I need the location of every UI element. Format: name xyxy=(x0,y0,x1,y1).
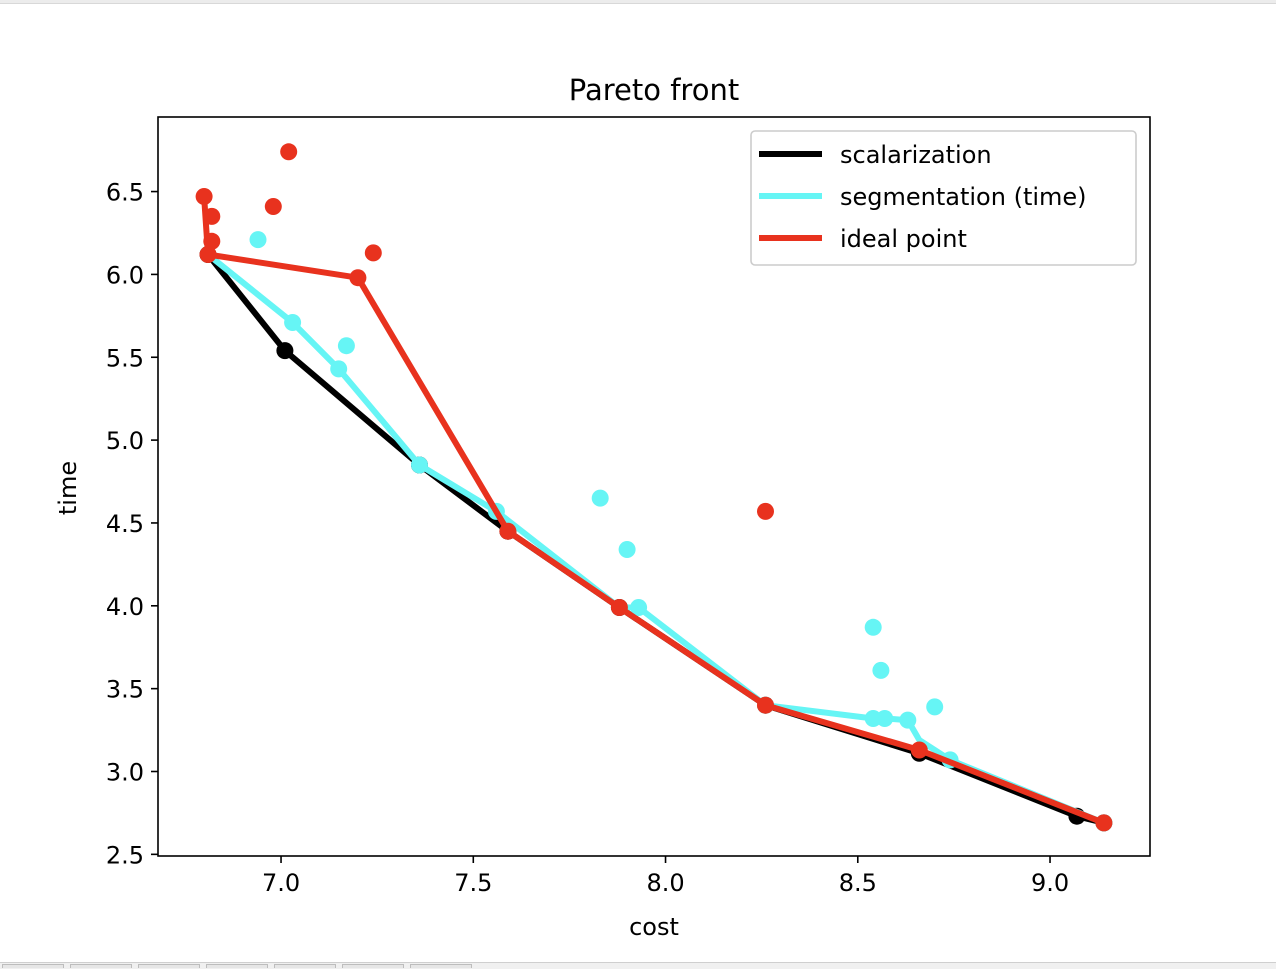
toolbar-button[interactable] xyxy=(274,964,336,968)
legend-label-segmentation-time: segmentation (time) xyxy=(840,183,1087,211)
legend: scalarization segmentation (time) ideal po… xyxy=(750,130,1137,266)
data-point-segmentation-time xyxy=(411,456,428,474)
x-axis-ticks: 7.0 7.5 8.0 8.5 9.0 xyxy=(262,856,1069,897)
data-point-ideal-point xyxy=(364,244,382,262)
data-point-segmentation-time xyxy=(591,489,609,507)
data-point-ideal-point xyxy=(910,741,928,759)
series-segmentation-time xyxy=(206,231,1113,832)
data-point-segmentation-time xyxy=(864,618,882,636)
plot-area-frame xyxy=(157,116,1151,857)
data-point-segmentation-time xyxy=(337,337,355,355)
x-tick-label: 8.5 xyxy=(839,869,877,897)
x-tick-label: 9.0 xyxy=(1031,869,1069,897)
series-line-segmentation-time xyxy=(206,252,1106,826)
y-tick-label: 5.5 xyxy=(106,344,144,372)
data-point-segmentation-time xyxy=(630,599,648,616)
data-point-segmentation-time xyxy=(330,360,348,378)
data-point-ideal-point xyxy=(349,269,367,287)
y-tick-label: 5.0 xyxy=(106,427,144,455)
toolbar-button[interactable] xyxy=(342,964,404,968)
y-tick-label: 6.5 xyxy=(106,179,144,207)
y-tick-label: 3.5 xyxy=(106,676,144,704)
series-line-ideal-point xyxy=(201,196,1106,826)
data-point-segmentation-time xyxy=(926,698,944,716)
data-point-segmentation-time xyxy=(876,710,894,727)
y-axis-label: time xyxy=(54,461,82,515)
toolbar-button[interactable] xyxy=(2,964,64,968)
y-tick-label: 4.0 xyxy=(106,593,144,621)
series-scalarization xyxy=(199,246,1113,832)
window-toolbar xyxy=(0,962,1276,969)
data-point-ideal-point xyxy=(203,232,221,250)
data-point-ideal-point xyxy=(199,246,217,263)
data-point-ideal-point xyxy=(610,599,628,616)
toolbar-button[interactable] xyxy=(70,964,132,968)
data-point-segmentation-time xyxy=(284,314,302,331)
data-point-ideal-point xyxy=(757,696,774,714)
x-tick-label: 8.0 xyxy=(646,869,684,897)
data-point-segmentation-time xyxy=(618,541,636,558)
x-tick-label: 7.5 xyxy=(454,869,492,897)
toolbar-button[interactable] xyxy=(138,964,200,968)
data-point-ideal-point xyxy=(264,198,282,215)
x-tick-label: 7.0 xyxy=(262,869,300,897)
data-point-segmentation-time xyxy=(899,711,917,729)
data-point-ideal-point xyxy=(499,522,517,540)
data-point-scalarization xyxy=(276,342,294,360)
y-axis-ticks: 2.5 3.0 3.5 4.0 4.5 5.0 5.5 6.0 6.5 xyxy=(106,179,158,869)
series-layer xyxy=(195,143,1113,832)
data-point-ideal-point xyxy=(1095,814,1113,832)
data-point-ideal-point xyxy=(195,188,213,205)
y-tick-label: 2.5 xyxy=(106,841,144,869)
toolbar-button[interactable] xyxy=(206,964,268,968)
toolbar-button[interactable] xyxy=(410,964,472,968)
legend-label-scalarization: scalarization xyxy=(840,141,992,169)
series-ideal-point xyxy=(195,143,1113,832)
y-tick-label: 6.0 xyxy=(106,261,144,289)
data-point-segmentation-time xyxy=(249,231,267,249)
data-point-ideal-point xyxy=(757,502,774,520)
window-top-border xyxy=(0,0,1276,4)
x-axis-label: cost xyxy=(629,913,679,941)
y-tick-label: 4.5 xyxy=(106,510,144,538)
data-point-segmentation-time xyxy=(872,661,890,679)
data-point-ideal-point xyxy=(280,143,298,161)
legend-box xyxy=(750,130,1137,266)
y-tick-label: 3.0 xyxy=(106,758,144,786)
legend-label-ideal-point: ideal point xyxy=(840,225,967,253)
data-point-ideal-point xyxy=(203,207,221,225)
chart-title: Pareto front xyxy=(569,73,739,107)
